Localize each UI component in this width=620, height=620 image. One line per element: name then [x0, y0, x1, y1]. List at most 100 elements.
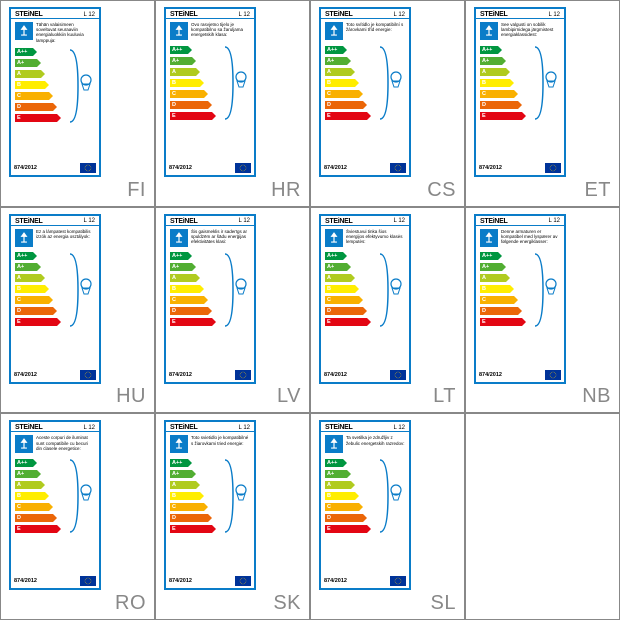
- lamp-icon: [480, 22, 498, 40]
- model-text: L 12: [239, 218, 250, 224]
- energy-label-card: STEiNELL 12Tähän valaisimeen soveltuvat …: [9, 7, 101, 177]
- eu-flag-icon: [235, 370, 251, 380]
- energy-class-A: A: [15, 274, 41, 282]
- regulation-text: 874/2012: [169, 165, 192, 171]
- energy-class-Aplusplus: A++: [15, 252, 33, 260]
- description-text: Denne armaturen er kompatibel med lyspær…: [501, 229, 560, 247]
- energy-class-C: C: [15, 296, 49, 304]
- energy-class-D: D: [325, 101, 363, 109]
- energy-class-B: B: [170, 285, 200, 293]
- language-code: NB: [582, 385, 611, 408]
- energy-class-Aplusplus: A++: [15, 459, 33, 467]
- model-text: L 12: [394, 425, 405, 431]
- bulb-bracket-icon: [223, 45, 251, 121]
- label-cell-hr: STEiNEL L 12 Ovo rasvjetno tijelo je kompa…: [155, 0, 310, 207]
- bulb-bracket-icon: [378, 45, 406, 121]
- brand-text: STEiNEL: [325, 218, 352, 225]
- brand-text: STEiNEL: [325, 424, 352, 431]
- model-text: L 12: [239, 12, 250, 18]
- energy-class-B: B: [15, 492, 45, 500]
- lamp-icon: [325, 22, 343, 40]
- energy-class-A: A: [170, 481, 196, 489]
- energy-label-card: STEiNEL L 12 Ovo rasvjetno tijelo je kompa…: [164, 7, 256, 177]
- description-text: Ovo rasvjetno tijelo je kompatibilno sa …: [191, 22, 250, 40]
- energy-class-E: E: [15, 318, 57, 326]
- model-text: L 12: [239, 425, 250, 431]
- label-cell-hu: STEiNELL 12Ez a lámpatest kompatibilis i…: [0, 207, 155, 414]
- eu-flag-icon: [80, 163, 96, 173]
- energy-class-D: D: [15, 514, 53, 522]
- energy-class-C: C: [170, 296, 204, 304]
- energy-class-Aplus: A+: [325, 263, 347, 271]
- energy-label-card: STEiNELL 12Šviestuvui tinka šios energij…: [319, 214, 411, 384]
- language-code: LV: [277, 385, 301, 408]
- lamp-icon: [15, 435, 33, 453]
- label-cell-sk: STEiNELL 12Toto svietidlo je kompatibiln…: [155, 413, 310, 620]
- brand-text: STEiNEL: [480, 218, 507, 225]
- energy-class-C: C: [170, 503, 204, 511]
- description-text: Aceste corpuri de iluminat sunt compatib…: [36, 435, 95, 453]
- energy-class-Aplusplus: A++: [325, 252, 343, 260]
- energy-class-E: E: [325, 318, 367, 326]
- energy-class-A: A: [15, 70, 41, 78]
- lamp-icon: [15, 22, 33, 40]
- energy-class-A: A: [15, 481, 41, 489]
- energy-class-Aplus: A+: [15, 59, 37, 67]
- energy-arrows: A++A+ABCDE: [321, 250, 409, 327]
- bulb-bracket-icon: [223, 458, 251, 534]
- language-code: CS: [427, 179, 456, 202]
- description-text: See valgusti on sobilik lambipirnidega j…: [501, 22, 560, 40]
- energy-class-E: E: [480, 112, 522, 120]
- energy-label-card: STEiNELL 12Toto svítidlo je kompatibilní…: [319, 7, 411, 177]
- energy-class-D: D: [170, 307, 208, 315]
- energy-class-C: C: [15, 503, 49, 511]
- energy-class-E: E: [170, 318, 212, 326]
- model-text: L 12: [394, 218, 405, 224]
- energy-class-E: E: [15, 525, 57, 533]
- energy-arrows: A++A+ABCDE: [476, 250, 564, 327]
- eu-flag-icon: [390, 576, 406, 586]
- bulb-bracket-icon: [68, 48, 96, 124]
- energy-class-B: B: [325, 79, 355, 87]
- energy-class-B: B: [480, 285, 510, 293]
- lamp-icon: [480, 229, 498, 247]
- language-code: FI: [127, 179, 146, 202]
- energy-class-Aplus: A+: [325, 470, 347, 478]
- energy-arrows: A++A+ABCDE: [321, 43, 409, 120]
- bulb-bracket-icon: [533, 252, 561, 328]
- energy-class-Aplus: A+: [170, 57, 192, 65]
- energy-class-D: D: [325, 514, 363, 522]
- regulation-text: 874/2012: [479, 165, 502, 171]
- energy-class-A: A: [170, 274, 196, 282]
- eu-flag-icon: [80, 370, 96, 380]
- energy-class-E: E: [170, 112, 212, 120]
- energy-class-Aplus: A+: [170, 470, 192, 478]
- empty-cell: [465, 413, 620, 620]
- label-cell-fi: STEiNELL 12Tähän valaisimeen soveltuvat …: [0, 0, 155, 207]
- regulation-text: 874/2012: [479, 372, 502, 378]
- energy-class-E: E: [325, 112, 367, 120]
- energy-arrows: A++A+ABCDE: [166, 250, 254, 327]
- brand-text: STEiNEL: [170, 11, 197, 18]
- energy-class-C: C: [325, 503, 359, 511]
- brand-text: STEiNEL: [170, 424, 197, 431]
- eu-flag-icon: [235, 163, 251, 173]
- energy-class-E: E: [480, 318, 522, 326]
- energy-label-card: STEiNELL 12Ez a lámpatest kompatibilis i…: [9, 214, 101, 384]
- energy-class-D: D: [480, 101, 518, 109]
- bulb-bracket-icon: [68, 458, 96, 534]
- energy-class-Aplusplus: A++: [170, 459, 188, 467]
- energy-label-card: STEiNELL 12Ta svetilka je združljiv z že…: [319, 420, 411, 590]
- energy-label-card: STEiNELL 12Toto svietidlo je kompatibiln…: [164, 420, 256, 590]
- energy-class-C: C: [325, 90, 359, 98]
- lamp-icon: [325, 229, 343, 247]
- energy-class-Aplus: A+: [15, 263, 37, 271]
- energy-class-B: B: [325, 285, 355, 293]
- lamp-icon: [170, 22, 188, 40]
- energy-class-B: B: [170, 492, 200, 500]
- energy-label-card: STEiNELL 12See valgusti on sobilik lambi…: [474, 7, 566, 177]
- language-code: ET: [584, 179, 611, 202]
- regulation-text: 874/2012: [169, 372, 192, 378]
- energy-class-A: A: [170, 68, 196, 76]
- energy-class-D: D: [325, 307, 363, 315]
